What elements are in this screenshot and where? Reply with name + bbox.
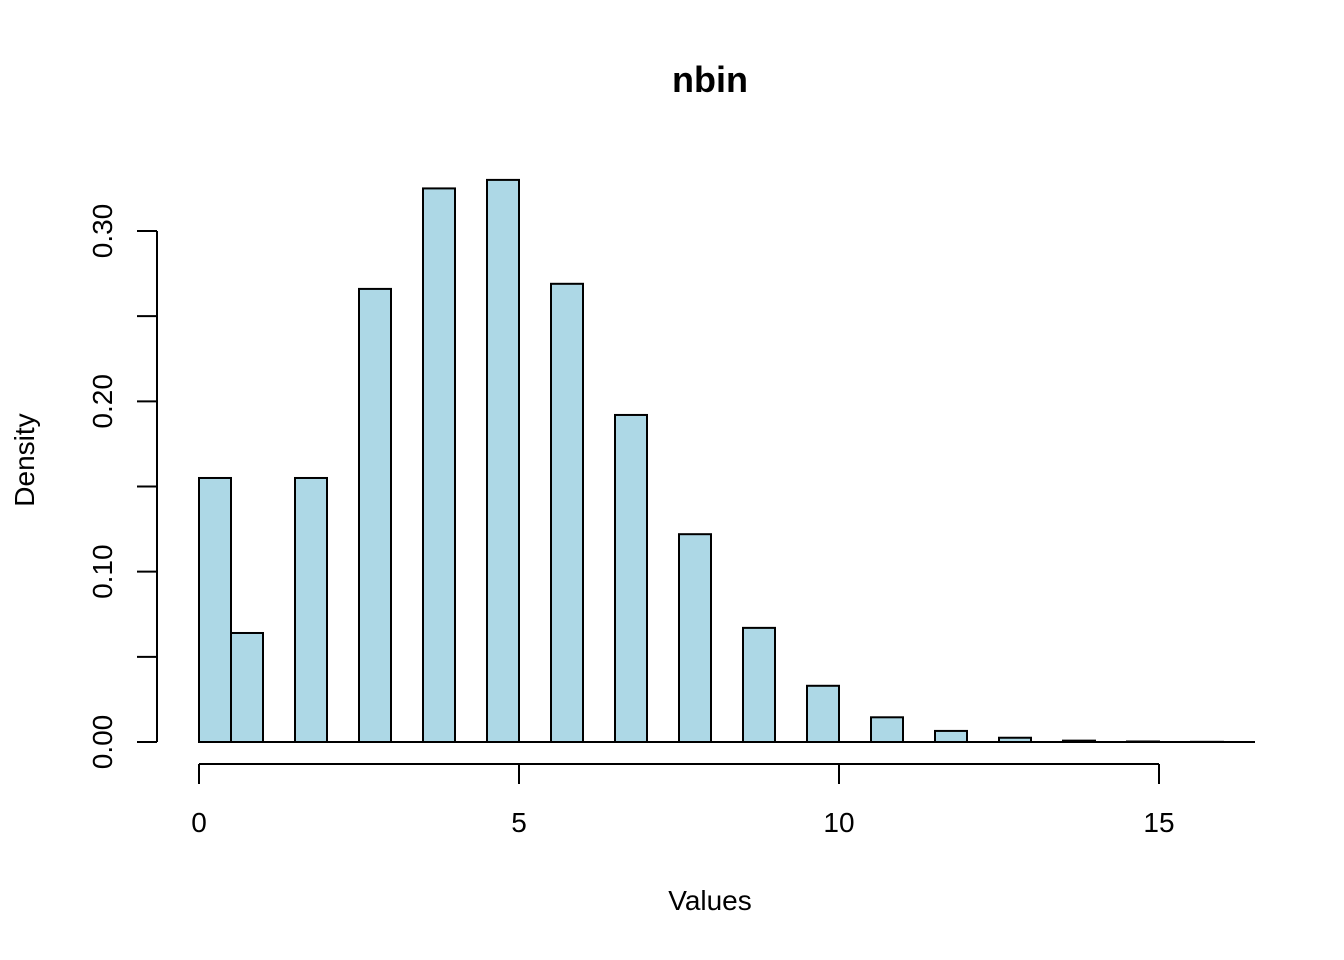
histogram-bar-7 [614,413,648,743]
histogram-bar-10 [806,684,840,743]
histogram-bar-5 [486,178,520,743]
histogram-bar-3 [358,287,392,743]
histogram-bar-0 [198,476,232,743]
histogram-bar-11 [870,716,904,743]
y-axis-label: Density [9,413,40,506]
histogram-bar-2 [294,476,328,743]
chart-title: nbin [672,59,748,100]
x-axis-label: Values [668,885,752,916]
x-tick-label-3: 15 [1143,807,1174,838]
histogram-bar-1 [230,631,264,743]
bars-group [198,178,1255,744]
x-tick-label-2: 10 [823,807,854,838]
y-tick-label-4: 0.20 [87,374,118,429]
histogram-bar-9 [742,626,776,743]
y-tick-label-0: 0.00 [87,715,118,770]
x-tick-label-1: 5 [511,807,527,838]
y-tick-label-2: 0.10 [87,544,118,599]
histogram-bar-8 [678,533,712,743]
histogram-bar-6 [550,282,584,743]
y-axis: 0.00 0.10 0.20 0.30 [87,204,158,770]
histogram-bar-4 [422,187,456,744]
x-tick-label-0: 0 [191,807,207,838]
x-axis: 0 5 10 15 [191,763,1175,838]
y-tick-label-6: 0.30 [87,204,118,259]
histogram-bar-12 [934,729,968,743]
